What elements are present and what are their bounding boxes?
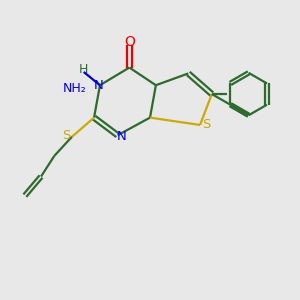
- Text: N: N: [116, 130, 126, 143]
- Text: S: S: [202, 118, 211, 131]
- Text: NH₂: NH₂: [63, 82, 87, 95]
- Text: H: H: [79, 62, 88, 76]
- Text: N: N: [94, 79, 103, 92]
- Text: S: S: [62, 129, 71, 142]
- Text: O: O: [124, 34, 135, 49]
